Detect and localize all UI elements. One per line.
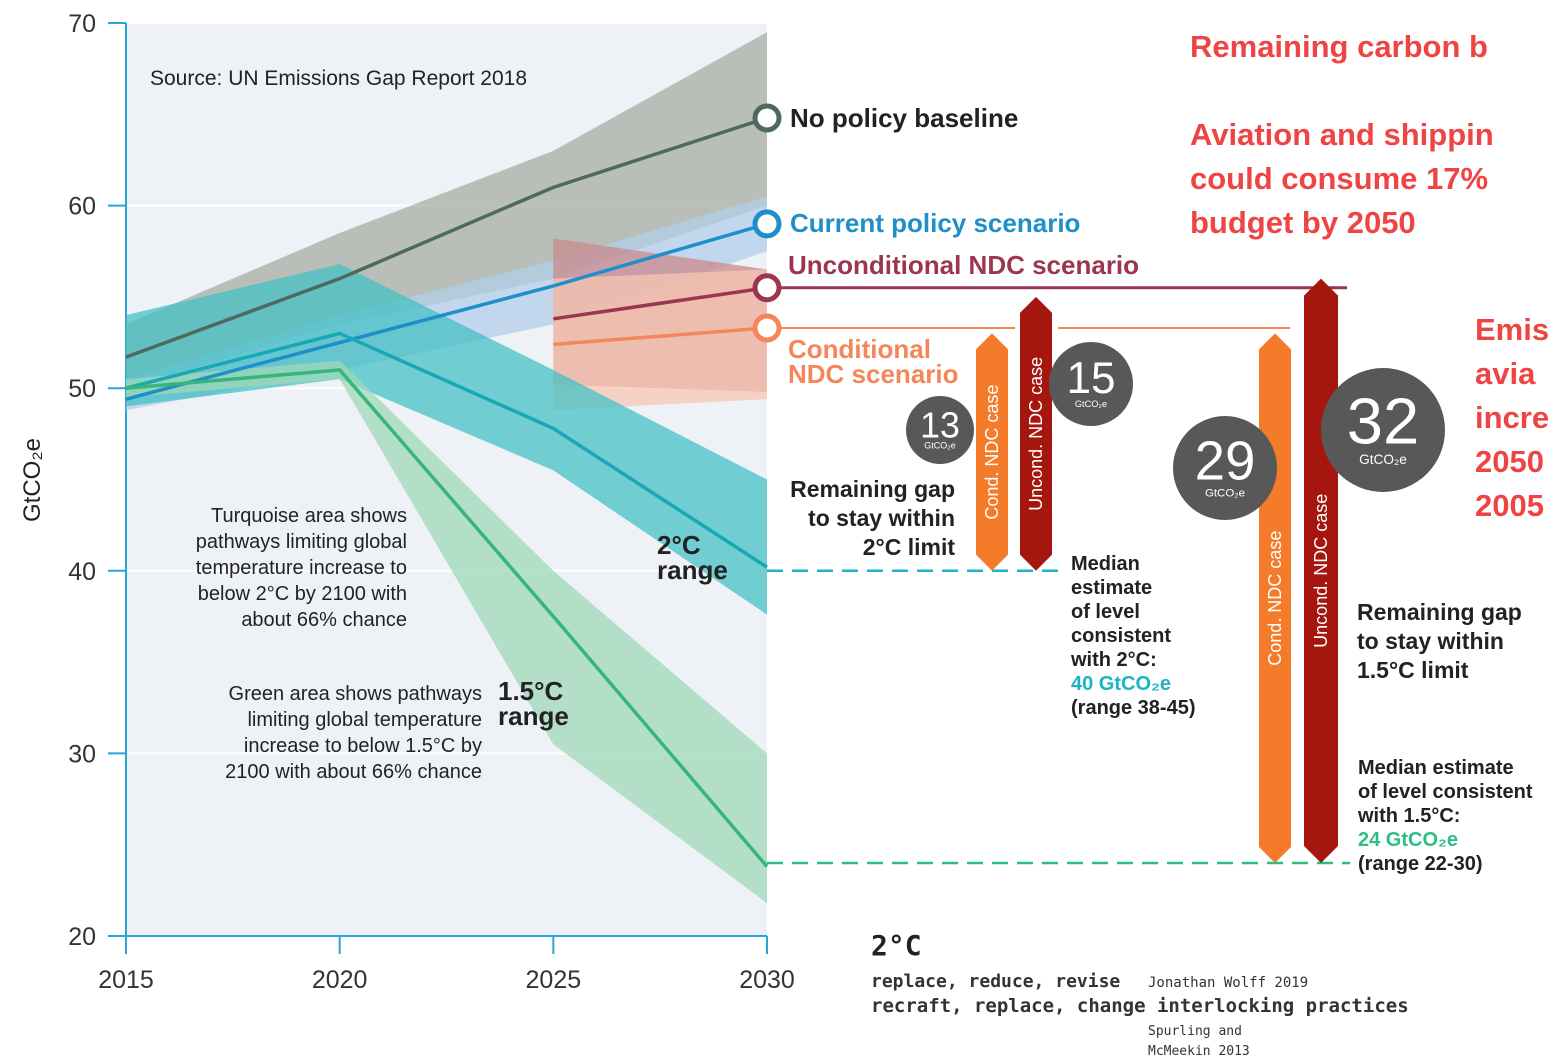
band: [553, 269, 767, 411]
note: Green area shows pathways: [229, 683, 482, 705]
note: Median: [1071, 553, 1140, 575]
y-tick-label: 20: [68, 923, 96, 951]
series-line: [125, 368, 769, 868]
note: incre: [1475, 400, 1549, 435]
series-label-line: range: [498, 701, 569, 731]
gap-bar: [1020, 296, 1052, 571]
gap-bar-label: Uncond. NDC case: [1311, 494, 1331, 648]
median-label: 24 GtCO₂e: [1358, 829, 1458, 851]
note: 2050: [1475, 444, 1544, 479]
note: Median estimate: [1358, 757, 1514, 779]
x-tick-label: 2030: [739, 966, 795, 994]
note: pathways limiting global: [196, 531, 407, 553]
note: consistent: [1071, 625, 1171, 647]
series-label-line: 1.5°C: [498, 676, 564, 706]
x-tick-label: 2020: [312, 966, 368, 994]
note: limiting global temperature: [247, 709, 482, 731]
gap-unit: GtCO₂e: [1359, 452, 1407, 467]
gap-value: 32: [1347, 385, 1419, 458]
series-line: [553, 326, 768, 347]
note: recraft, replace, change interlocking pr…: [871, 995, 1409, 1017]
note: 2°C: [871, 929, 922, 962]
series-label-line: NDC scenario: [788, 359, 959, 389]
gap-value: 29: [1195, 430, 1256, 491]
series-label-line: 2°C: [657, 530, 701, 560]
endpoint-marker: [752, 103, 782, 133]
note: Spurling and: [1148, 1024, 1242, 1039]
series-label: 2°C range: [657, 530, 728, 585]
gap-unit: GtCO₂e: [1075, 399, 1107, 409]
note: Remaining gap: [1357, 599, 1522, 625]
note: avia: [1475, 356, 1536, 391]
gap-bubble: [906, 396, 974, 464]
gap-bar-label: Cond. NDC case: [1265, 531, 1285, 666]
series-label: Unconditional NDC scenario: [788, 250, 1139, 280]
note: 2005: [1475, 488, 1544, 523]
gap-bar-label: Uncond. NDC case: [1026, 357, 1046, 511]
series-line: [125, 116, 768, 359]
series-label-line: range: [657, 555, 728, 585]
band: [126, 360, 767, 904]
median-range: (range 38-45): [1071, 697, 1196, 719]
series-label-line: Conditional: [788, 334, 931, 364]
y-tick-label: 30: [68, 740, 96, 768]
y-tick-label: 70: [68, 10, 96, 38]
series-line: [125, 222, 768, 401]
note: to stay within: [1357, 628, 1504, 654]
series-line: [125, 331, 768, 569]
note: Turquoise area shows: [211, 505, 407, 527]
band: [126, 264, 767, 615]
gap-bar: [976, 333, 1008, 571]
gap-bubble: [1173, 416, 1277, 520]
y-tick-label: 40: [68, 558, 96, 586]
gap-unit: GtCO₂e: [924, 441, 956, 451]
source: Source: UN Emissions Gap Report 2018: [150, 67, 527, 90]
note: replace, reduce, revise: [871, 971, 1120, 992]
note: to stay within: [808, 505, 955, 531]
note: with 2°C:: [1070, 649, 1157, 671]
note: Aviation and shippin: [1190, 117, 1494, 152]
endpoint-marker: [752, 209, 782, 239]
median-range: (range 22-30): [1358, 853, 1483, 875]
note: Remaining gap: [790, 476, 955, 502]
note: estimate: [1071, 577, 1152, 599]
gap-bar-label: Cond. NDC case: [982, 385, 1002, 520]
y-tick-label: 50: [68, 375, 96, 403]
series-label: Current policy scenario: [790, 208, 1080, 238]
x-tick-label: 2015: [98, 966, 154, 994]
x-tick-label: 2025: [526, 966, 582, 994]
note: 2°C limit: [863, 534, 956, 560]
note: increase to below 1.5°C by: [244, 735, 482, 757]
note: of level consistent: [1358, 781, 1533, 803]
series-label: No policy baseline: [790, 103, 1018, 133]
note: could consume 17%: [1190, 161, 1488, 196]
median-label: 40 GtCO₂e: [1071, 673, 1171, 695]
endpoint-marker: [752, 273, 782, 303]
gap-value: 13: [920, 405, 960, 445]
note: Remaining carbon b: [1190, 29, 1488, 64]
y-axis-label: GtCO₂e: [19, 438, 46, 522]
series-label: 1.5°C range: [498, 676, 569, 731]
note: McMeekin 2013: [1148, 1044, 1250, 1059]
gap-unit: GtCO₂e: [1205, 488, 1245, 500]
y-tick-label: 60: [68, 193, 96, 221]
note: Emis: [1475, 312, 1549, 347]
series-label: Conditional NDC scenario: [788, 334, 959, 389]
note: about 66% chance: [241, 609, 407, 631]
note: 2100 with about 66% chance: [225, 761, 482, 783]
gap-bubble: [1321, 368, 1445, 492]
note: with 1.5°C:: [1357, 805, 1460, 827]
note: 1.5°C limit: [1357, 657, 1469, 683]
gap-value: 15: [1066, 354, 1115, 403]
note: of level: [1071, 601, 1140, 623]
note: temperature increase to: [196, 557, 407, 579]
endpoint-marker: [752, 313, 782, 343]
note: below 2°C by 2100 with: [198, 583, 407, 605]
note: budget by 2050: [1190, 205, 1416, 240]
series-line: [553, 286, 768, 321]
note: Jonathan Wolff 2019: [1148, 975, 1308, 991]
gap-bubble: [1049, 342, 1133, 426]
